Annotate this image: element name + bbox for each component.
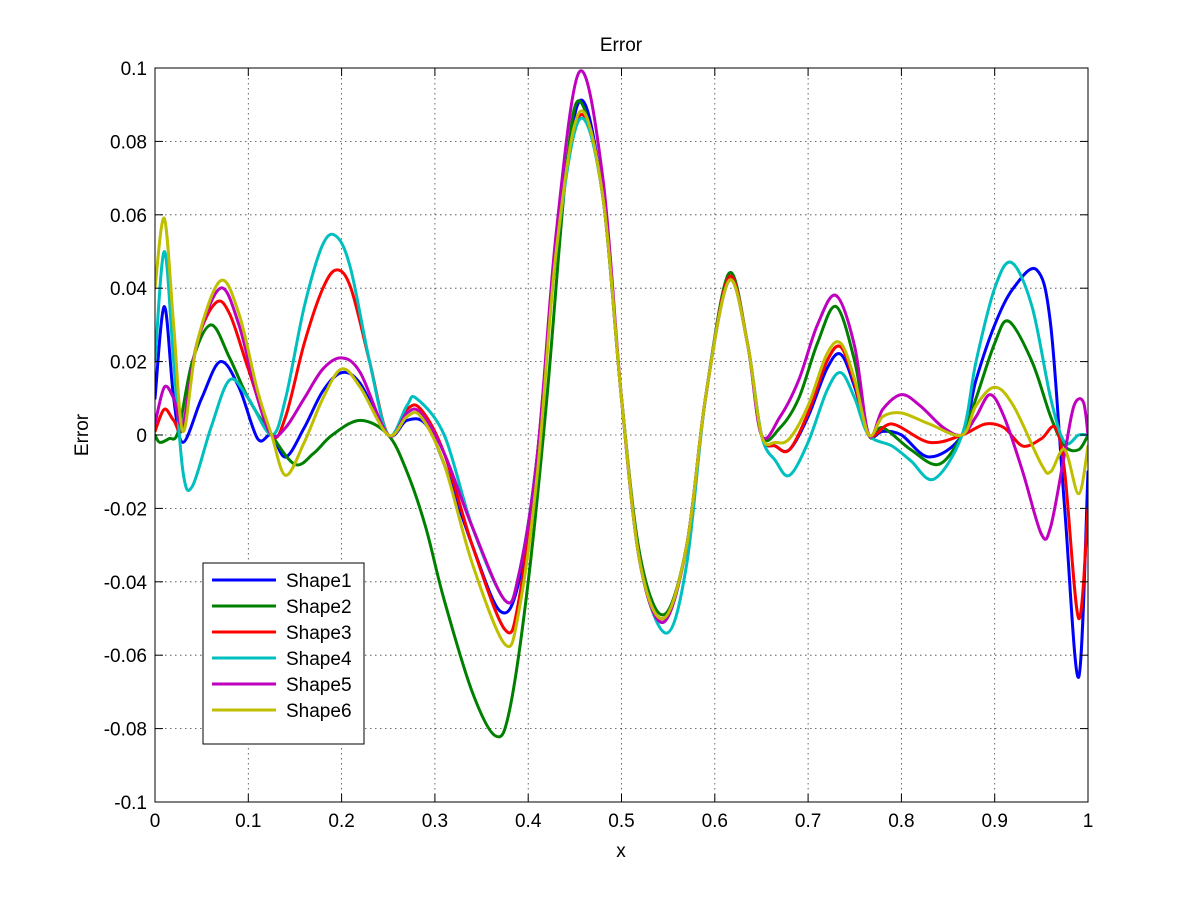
y-tick-label: 0.1 bbox=[121, 59, 147, 80]
x-tick-label: 0.4 bbox=[515, 811, 542, 832]
y-tick-label: -0.08 bbox=[104, 720, 147, 741]
legend-label-shape3: Shape3 bbox=[286, 623, 352, 644]
legend-label-shape5: Shape5 bbox=[286, 675, 352, 696]
y-tick-label: -0.06 bbox=[104, 646, 147, 667]
x-tick-label: 0.1 bbox=[235, 811, 261, 832]
x-tick-label: 1 bbox=[1083, 811, 1094, 832]
x-tick-label: 0.5 bbox=[608, 811, 634, 832]
y-axis-label: Error bbox=[72, 413, 93, 456]
legend-label-shape6: Shape6 bbox=[286, 701, 352, 722]
legend: Shape1 Shape2 Shape3 Shape4 Shape5 Shape6 bbox=[202, 562, 365, 745]
y-tick-label: -0.1 bbox=[114, 793, 147, 814]
y-tick-label: 0 bbox=[136, 426, 147, 447]
x-tick-label: 0.7 bbox=[795, 811, 821, 832]
y-tick-label: 0.06 bbox=[110, 206, 147, 227]
x-tick-label: 0 bbox=[150, 811, 161, 832]
series-lines bbox=[155, 69, 1088, 739]
chart-title: Error bbox=[600, 35, 643, 56]
legend-label-shape4: Shape4 bbox=[286, 649, 352, 670]
y-tick-label: 0.04 bbox=[110, 279, 147, 300]
series-line-shape6 bbox=[155, 109, 1088, 648]
x-tick-label: 0.2 bbox=[328, 811, 354, 832]
legend-label-shape2: Shape2 bbox=[286, 597, 352, 618]
x-tick-label: 0.8 bbox=[888, 811, 914, 832]
legend-box bbox=[202, 562, 365, 745]
x-tick-label: 0.3 bbox=[422, 811, 448, 832]
x-tick-label: 0.6 bbox=[702, 811, 728, 832]
x-tick-labels: 0 0.1 0.2 0.3 0.4 0.5 0.6 0.7 0.8 0.9 1 bbox=[150, 811, 1094, 832]
axis-ticks bbox=[154, 67, 1089, 803]
legend-label-shape1: Shape1 bbox=[286, 571, 352, 592]
y-tick-label: 0.08 bbox=[110, 132, 147, 153]
x-axis-label: x bbox=[616, 841, 626, 862]
y-tick-label: -0.02 bbox=[104, 499, 147, 520]
x-tick-label: 0.9 bbox=[981, 811, 1007, 832]
y-tick-label: 0.02 bbox=[110, 353, 147, 374]
y-tick-label: -0.04 bbox=[104, 573, 148, 594]
y-tick-labels: -0.1 -0.08 -0.06 -0.04 -0.02 0 0.02 0.04 0.06 0.0… bbox=[104, 59, 148, 814]
